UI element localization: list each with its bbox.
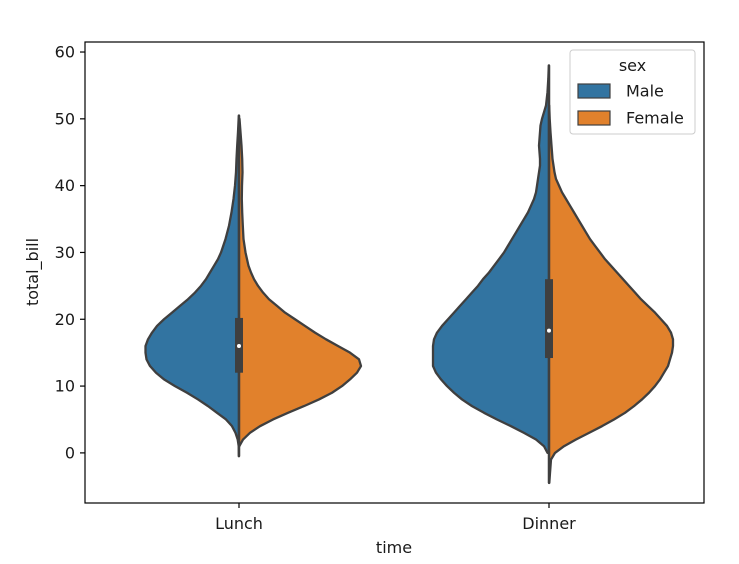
violin-dinner-female	[547, 104, 675, 485]
y-tick-label-60: 60	[55, 43, 75, 62]
legend-swatch-female	[577, 110, 611, 126]
violin-lunch-female	[237, 117, 363, 448]
median-dot-lunch	[237, 343, 241, 348]
legend: sex Male Female	[569, 49, 696, 135]
x-axis-label: time	[376, 538, 412, 557]
y-tick-label-10: 10	[55, 377, 75, 396]
y-axis-label: total_bill	[23, 238, 43, 306]
x-tick-label-lunch: Lunch	[215, 514, 263, 533]
y-tick-label-20: 20	[55, 310, 75, 329]
iqr-box-dinner	[545, 279, 553, 359]
legend-swatch-male	[577, 83, 611, 99]
axes: 0 10 20 30 40 50 60 Lunch Dinner	[55, 41, 705, 533]
legend-title: sex	[619, 56, 646, 75]
legend-label-female: Female	[626, 109, 684, 128]
axes-frame	[84, 41, 705, 504]
violin-dinner-male	[431, 64, 551, 455]
y-tick-label-50: 50	[55, 109, 75, 128]
median-dot-dinner	[547, 328, 551, 333]
legend-label-male: Male	[626, 82, 664, 101]
plot-area	[144, 64, 675, 485]
y-tick-label-30: 30	[55, 243, 75, 262]
x-tick-label-dinner: Dinner	[522, 514, 576, 533]
violin-lunch-male	[144, 114, 241, 458]
y-tick-label-0: 0	[65, 443, 75, 462]
y-tick-label-40: 40	[55, 176, 75, 195]
